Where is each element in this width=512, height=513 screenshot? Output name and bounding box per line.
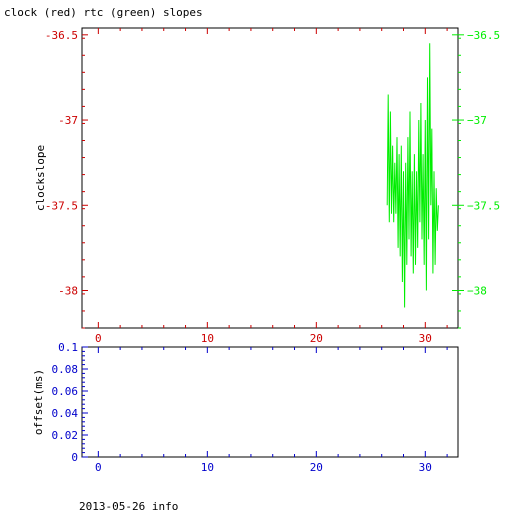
- y-tick-label-left: -37.5: [45, 199, 78, 212]
- x-tick-label: 0: [95, 461, 102, 474]
- y-axis-label: offset(ms): [32, 369, 45, 435]
- footer-date-info: 2013-05-26 info: [79, 500, 179, 513]
- x-tick-label: 10: [201, 332, 214, 345]
- plot-frame-0: [81, 27, 459, 329]
- y-tick-label-left: 0.06: [52, 385, 79, 398]
- y-axis-label: clockslope: [34, 145, 47, 211]
- y-tick-label-left: 0.1: [58, 341, 78, 354]
- y-tick-label-left: -36.5: [45, 29, 78, 42]
- y-tick-label-left: 0: [71, 451, 78, 464]
- series-line-green: [386, 43, 439, 308]
- y-tick-label-left: 0.02: [52, 429, 79, 442]
- y-tick-label-right: −36.5: [467, 29, 500, 42]
- y-tick-label-left: -38: [58, 285, 78, 298]
- y-tick-label-left: -37: [58, 114, 78, 127]
- y-tick-label-right: −37: [467, 114, 487, 127]
- x-tick-label: 0: [95, 332, 102, 345]
- x-tick-label: 20: [310, 332, 323, 345]
- y-tick-label-right: −37.5: [467, 199, 500, 212]
- x-tick-label: 30: [419, 332, 432, 345]
- x-tick-label: 10: [201, 461, 214, 474]
- plot-frame-1: [81, 346, 459, 458]
- y-tick-label-left: 0.08: [52, 363, 79, 376]
- chart-title: clock (red) rtc (green) slopes: [4, 6, 203, 19]
- y-tick-label-left: 0.04: [52, 407, 79, 420]
- y-tick-label-right: −38: [467, 285, 487, 298]
- x-tick-label: 30: [419, 461, 432, 474]
- x-tick-label: 20: [310, 461, 323, 474]
